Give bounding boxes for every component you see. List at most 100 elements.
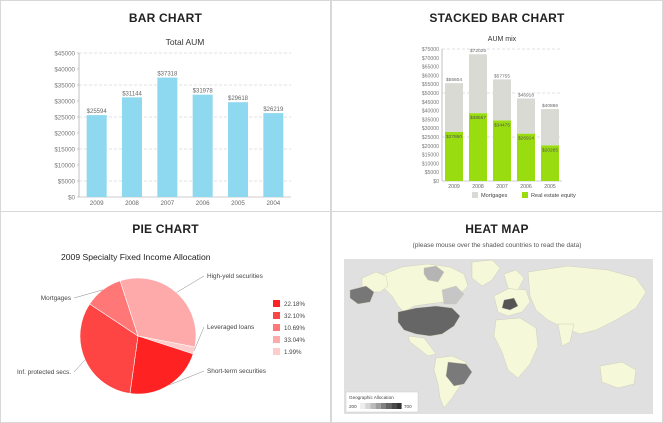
stacked-bar-real-estate-equity-2007[interactable] (493, 120, 511, 181)
pie-slice-short-term-securities[interactable] (129, 335, 194, 395)
pie-legend-swatch (273, 336, 280, 343)
stacked-y-tick-label: $70000 (422, 56, 439, 62)
country-usa[interactable] (397, 305, 461, 337)
pie-legend-label: 32.10% (284, 313, 305, 320)
stacked-total-label: $46918 (518, 92, 534, 98)
stacked-segment-label: $34475 (494, 122, 510, 128)
pie-slice-high-yeld-securities[interactable] (119, 277, 197, 348)
pie-legend-swatch (273, 348, 280, 355)
pie-slice-label: High-yeld securities (207, 273, 263, 280)
pie-leader-line (193, 326, 205, 351)
bar-value-label: $25594 (87, 109, 108, 115)
pie-slice-label: Leveraged loans (207, 324, 254, 331)
bar-x-tick-label: 2005 (231, 200, 245, 207)
country-germany[interactable] (501, 297, 519, 311)
pie-slice-label: Short-term securities (207, 368, 266, 375)
bar-y-tick-label: $15000 (54, 147, 75, 154)
pie-legend-label: 33.04% (284, 337, 305, 344)
bar-2008[interactable] (122, 97, 142, 197)
stacked-y-tick-label: $75000 (422, 47, 439, 53)
stacked-x-tick-label: 2009 (448, 184, 460, 190)
stacked-bar-mortgages-2009[interactable] (445, 83, 463, 132)
pie-chart[interactable]: 2009 Specialty Fixed Income Allocation Hi… (1, 212, 331, 423)
pie-slice-label: Inf. protected secs. (17, 369, 71, 376)
map-legend-gradient-step (380, 403, 386, 409)
country-usa-alaska[interactable] (349, 285, 375, 305)
stacked-bar-mortgages-2005[interactable] (541, 109, 559, 146)
stacked-y-tick-label: $35000 (422, 117, 439, 123)
map-legend-gradient-step (391, 403, 397, 409)
pie-legend-label: 10.69% (284, 325, 305, 332)
stacked-y-tick-label: $65000 (422, 65, 439, 71)
pie-chart-panel-title: PIE CHART (132, 222, 199, 236)
bar-y-tick-label: $20000 (54, 131, 75, 138)
stacked-bar-mortgages-2007[interactable] (493, 79, 511, 121)
map-legend-gradient-step (360, 403, 366, 409)
bar-x-tick-label: 2004 (266, 200, 280, 207)
stacked-y-tick-label: $15000 (422, 153, 439, 159)
stacked-bar-real-estate-equity-2005[interactable] (541, 145, 559, 181)
bar-x-tick-label: 2008 (125, 200, 139, 207)
stacked-y-tick-label: $10000 (422, 161, 439, 167)
country-brazil[interactable] (445, 361, 473, 387)
stacked-bar-chart-panel-title: STACKED BAR CHART (429, 11, 565, 25)
pie-legend-swatch (273, 312, 280, 319)
stacked-bar-mortgages-2008[interactable] (469, 54, 487, 114)
pie-legend-swatch (273, 300, 280, 307)
bar-y-tick-label: $10000 (54, 163, 75, 170)
country-mexico[interactable] (407, 335, 437, 357)
pie-legend-swatch (273, 324, 280, 331)
stacked-legend-swatch (472, 192, 478, 198)
bar-y-tick-label: $25000 (54, 115, 75, 122)
map-legend-title: Geographic Allocation (349, 395, 394, 400)
stacked-x-tick-label: 2008 (472, 184, 484, 190)
bar-chart-panel: BAR CHART Total AUM $0 $5000 $10000 $15000 $2… (0, 0, 331, 212)
pie-slice-mortgages[interactable] (89, 280, 139, 337)
stacked-bar-chart[interactable]: AUM mix $0 $5000 $10000 $15000 $20000 $25000 $3… (332, 1, 663, 212)
stacked-total-label: $57755 (494, 73, 510, 79)
world-heat-map[interactable]: Geographic Allocation 200 700 (332, 212, 663, 423)
bar-y-tick-label: $45000 (54, 51, 75, 58)
stacked-bar-real-estate-equity-2009[interactable] (445, 131, 463, 181)
stacked-total-label: $72025 (470, 48, 486, 54)
stacked-x-tick-label: 2006 (520, 184, 532, 190)
bar-2007[interactable] (157, 77, 178, 197)
heat-map-panel: HEAT MAP (please mouse over the shaded c… (331, 211, 663, 423)
country-australia[interactable] (599, 361, 637, 389)
stacked-y-tick-label: $5000 (425, 170, 440, 176)
region-canada-east[interactable] (441, 285, 465, 305)
country-asia[interactable] (527, 265, 647, 335)
stacked-segment-label: $26914 (518, 136, 534, 142)
bar-2006[interactable] (192, 94, 213, 197)
stacked-total-label: $55604 (446, 77, 462, 83)
bar-2005[interactable] (228, 102, 248, 197)
stacked-y-tick-label: $40000 (422, 109, 439, 115)
bar-chart[interactable]: Total AUM $0 $5000 $10000 $15000 $20000 $25000… (1, 1, 331, 212)
bar-x-tick-label: 2009 (90, 200, 104, 207)
map-legend-gradient-step (386, 403, 392, 409)
bar-chart-panel-title: BAR CHART (128, 11, 203, 25)
pie-chart-title: 2009 Specialty Fixed Income Allocation (61, 252, 211, 262)
pie-leader-line (73, 359, 86, 373)
stacked-y-tick-label: $20000 (422, 144, 439, 150)
bar-2009[interactable] (86, 115, 107, 197)
country-africa[interactable] (493, 317, 539, 379)
map-legend-max: 700 (404, 404, 412, 409)
region-canada-arctic[interactable] (423, 265, 445, 283)
pie-legend-label: 22.18% (284, 301, 305, 308)
country-scandinavia[interactable] (503, 269, 525, 291)
bar-value-label: $26219 (263, 107, 284, 113)
stacked-legend-label: Mortgages (481, 193, 508, 199)
bar-chart-title: Total AUM (166, 37, 205, 47)
stacked-bar-mortgages-2006[interactable] (517, 98, 535, 134)
stacked-segment-label: $27860 (446, 134, 462, 140)
pie-slice-inf-protected-secs-[interactable] (79, 303, 139, 394)
bar-y-tick-label: $40000 (54, 67, 75, 74)
stacked-bar-real-estate-equity-2008[interactable] (469, 113, 487, 181)
bar-2004[interactable] (263, 113, 284, 197)
country-greenland[interactable] (471, 259, 501, 287)
bar-value-label: $37318 (157, 72, 178, 78)
country-india[interactable] (557, 323, 575, 347)
stacked-y-tick-label: $25000 (422, 135, 439, 141)
stacked-bar-real-estate-equity-2006[interactable] (517, 133, 535, 181)
